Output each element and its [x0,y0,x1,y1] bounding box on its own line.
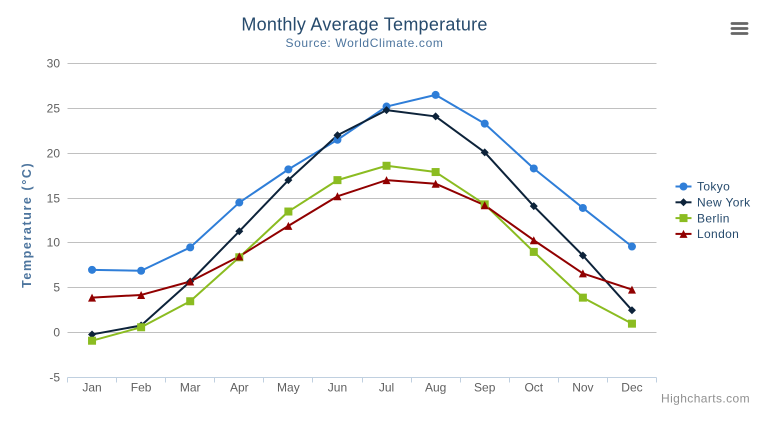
svg-text:Oct: Oct [524,381,543,395]
svg-text:Jul: Jul [379,381,394,395]
svg-text:Tokyo: Tokyo [697,180,730,194]
svg-text:25: 25 [47,102,61,116]
svg-text:New York: New York [697,196,751,210]
svg-text:Jan: Jan [82,381,101,395]
svg-text:London: London [697,227,739,241]
svg-text:20: 20 [47,147,61,161]
svg-text:Jun: Jun [328,381,347,395]
svg-text:Apr: Apr [230,381,249,395]
svg-text:Dec: Dec [621,381,642,395]
svg-text:0: 0 [53,326,60,340]
svg-text:Aug: Aug [425,381,446,395]
svg-text:Sep: Sep [474,381,496,395]
svg-text:Source: WorldClimate.com: Source: WorldClimate.com [285,36,443,50]
svg-text:30: 30 [47,57,61,71]
svg-text:15: 15 [47,192,61,206]
svg-text:Monthly Average Temperature: Monthly Average Temperature [241,15,487,35]
svg-text:Feb: Feb [131,381,152,395]
svg-text:May: May [277,381,300,395]
svg-text:10: 10 [47,236,61,250]
svg-text:-5: -5 [49,371,60,385]
svg-text:5: 5 [53,281,60,295]
svg-text:Highcharts.com: Highcharts.com [661,392,750,406]
svg-text:Temperature (°C): Temperature (°C) [20,162,34,288]
svg-text:Mar: Mar [180,381,201,395]
svg-text:Nov: Nov [572,381,593,395]
svg-text:Berlin: Berlin [697,211,730,225]
